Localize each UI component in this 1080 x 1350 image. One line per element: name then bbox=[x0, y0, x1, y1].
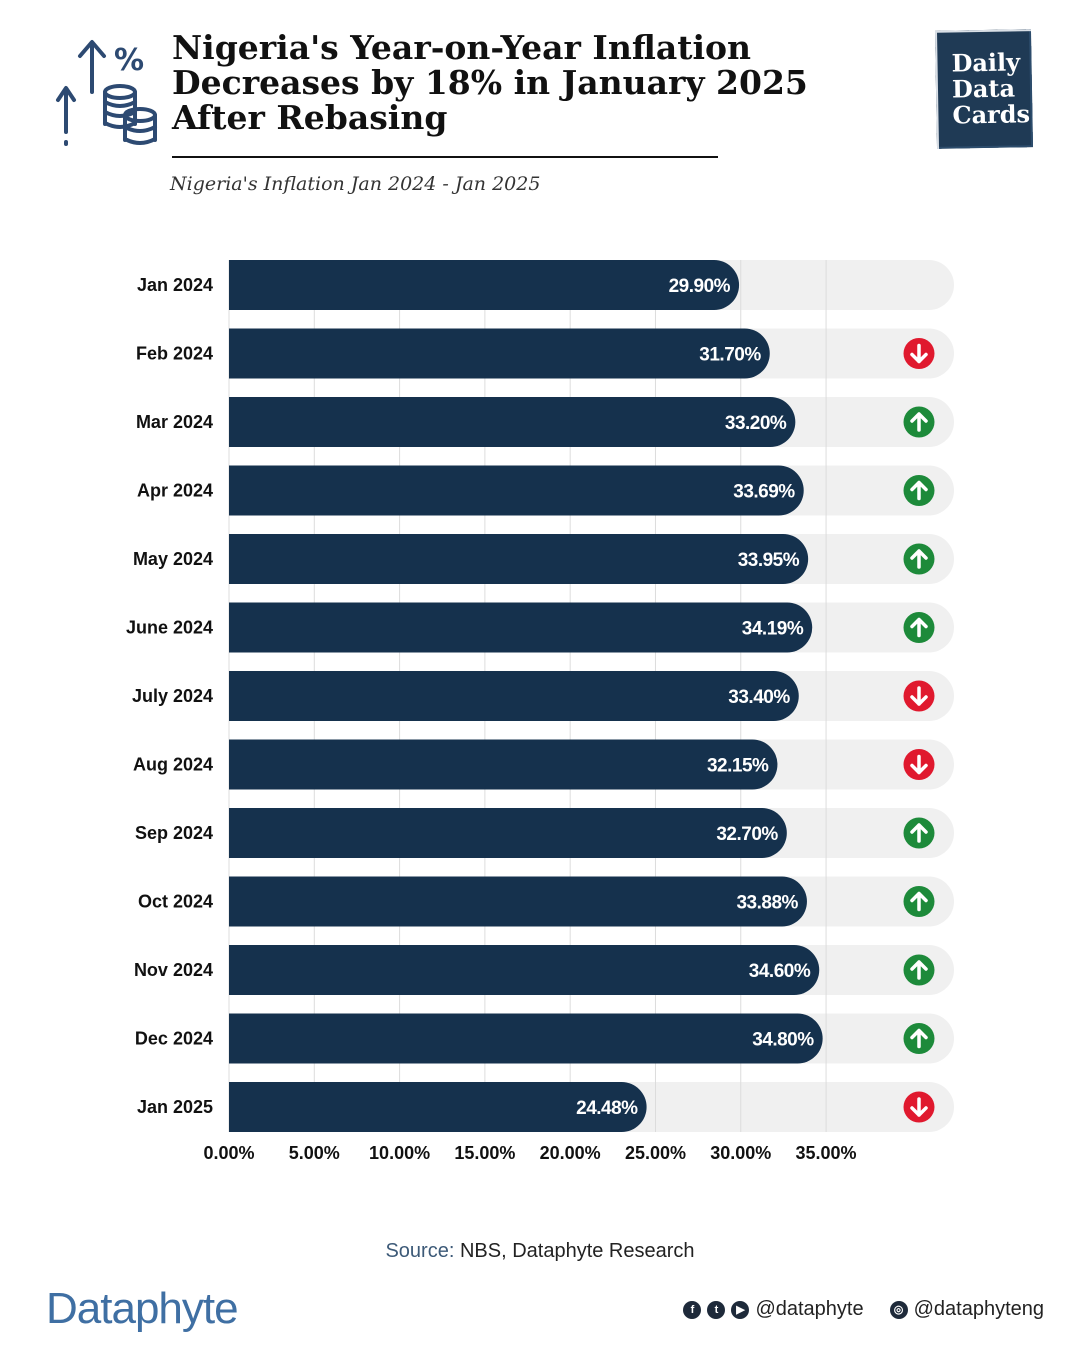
data-label: 33.88% bbox=[736, 893, 798, 914]
source-text: NBS, Dataphyte Research bbox=[459, 1240, 695, 1262]
bar bbox=[229, 671, 799, 721]
x-tick-label: 30.00% bbox=[710, 1143, 771, 1163]
data-label: 32.70% bbox=[716, 824, 778, 845]
bar bbox=[229, 1013, 823, 1064]
data-label: 31.70% bbox=[699, 345, 761, 366]
data-label: 33.40% bbox=[728, 687, 790, 708]
daily-data-cards-logo: Daily Data Cards bbox=[934, 29, 1034, 149]
down-arrow-glyph bbox=[910, 1097, 928, 1117]
badge-line-3: Cards bbox=[952, 99, 1031, 130]
bar bbox=[229, 808, 787, 858]
inflation-bar-chart: Jan 2024 29.90% Feb 2024 31.70% Mar 2024 33.2… bbox=[126, 260, 954, 1163]
up-arrow-glyph bbox=[910, 891, 928, 912]
source-label: Source: bbox=[385, 1240, 455, 1262]
down-arrow-glyph bbox=[910, 686, 928, 706]
social-handles: f t ▶ @dataphyte ◎ @dataphyteng bbox=[683, 1298, 1044, 1321]
data-label: 33.95% bbox=[738, 550, 800, 571]
category-label: Feb 2024 bbox=[136, 344, 213, 364]
data-label: 34.60% bbox=[749, 961, 811, 982]
category-label: Nov 2024 bbox=[134, 960, 213, 980]
up-arrow-glyph bbox=[910, 480, 928, 501]
bar bbox=[229, 1082, 647, 1132]
inflation-coins-icon: % bbox=[56, 40, 157, 146]
twitter-icon[interactable]: t bbox=[707, 1300, 726, 1319]
x-tick-label: 0.00% bbox=[203, 1143, 254, 1163]
category-label: Apr 2024 bbox=[137, 481, 213, 501]
down-arrow-glyph bbox=[910, 754, 928, 775]
data-label: 34.80% bbox=[752, 1030, 814, 1051]
down-arrow-glyph bbox=[910, 343, 928, 364]
bar bbox=[229, 739, 778, 790]
bar bbox=[229, 328, 770, 379]
page-title: Nigeria's Year-on-Year Inflation Decreas… bbox=[172, 28, 808, 137]
data-label: 24.48% bbox=[576, 1098, 638, 1119]
svg-text:%: % bbox=[114, 43, 144, 78]
data-label: 33.20% bbox=[725, 413, 787, 434]
badge-line-1: Daily bbox=[951, 47, 1021, 78]
data-label: 34.19% bbox=[742, 619, 804, 640]
up-arrow-glyph bbox=[910, 960, 928, 980]
up-arrow-glyph bbox=[910, 549, 928, 569]
chart-subtitle: Nigeria's Inflation Jan 2024 - Jan 2025 bbox=[170, 173, 541, 195]
title-divider bbox=[172, 156, 718, 158]
category-label: Dec 2024 bbox=[135, 1029, 213, 1049]
x-tick-label: 5.00% bbox=[289, 1143, 340, 1163]
facebook-icon[interactable]: f bbox=[683, 1300, 702, 1319]
x-tick-label: 35.00% bbox=[796, 1143, 857, 1163]
category-label: Sep 2024 bbox=[135, 823, 213, 843]
category-label: Jan 2024 bbox=[137, 275, 213, 295]
x-tick-label: 10.00% bbox=[369, 1143, 430, 1163]
bar bbox=[229, 876, 807, 927]
bar bbox=[229, 945, 820, 995]
bar bbox=[229, 260, 740, 310]
category-label: June 2024 bbox=[126, 618, 213, 638]
bar bbox=[229, 534, 809, 584]
source-note: Source: NBS, Dataphyte Research bbox=[0, 1240, 1080, 1263]
x-tick-label: 20.00% bbox=[540, 1143, 601, 1163]
instagram-icon[interactable]: ◎ bbox=[889, 1300, 908, 1319]
dataphyte-logo: Dataphyte bbox=[46, 1284, 239, 1333]
x-tick-label: 25.00% bbox=[625, 1143, 686, 1163]
x-tick-label: 15.00% bbox=[454, 1143, 515, 1163]
social-handle-1[interactable]: @dataphyte bbox=[755, 1298, 864, 1320]
up-arrow-glyph bbox=[910, 823, 928, 843]
category-label: Oct 2024 bbox=[138, 892, 213, 912]
category-label: July 2024 bbox=[132, 686, 213, 706]
social-handle-2[interactable]: @dataphyteng bbox=[913, 1298, 1044, 1320]
up-arrow-glyph bbox=[910, 412, 928, 432]
category-label: May 2024 bbox=[133, 549, 213, 569]
bar bbox=[229, 397, 796, 447]
category-label: Jan 2025 bbox=[137, 1097, 213, 1117]
category-label: Mar 2024 bbox=[136, 412, 213, 432]
up-arrow-glyph bbox=[910, 1028, 928, 1049]
data-label: 33.69% bbox=[733, 482, 795, 503]
up-arrow-glyph bbox=[910, 617, 928, 638]
youtube-icon[interactable]: ▶ bbox=[731, 1300, 750, 1319]
bar bbox=[229, 465, 804, 516]
data-label: 29.90% bbox=[669, 276, 731, 297]
bar bbox=[229, 602, 813, 653]
data-label: 32.15% bbox=[707, 756, 769, 777]
category-label: Aug 2024 bbox=[133, 755, 213, 775]
